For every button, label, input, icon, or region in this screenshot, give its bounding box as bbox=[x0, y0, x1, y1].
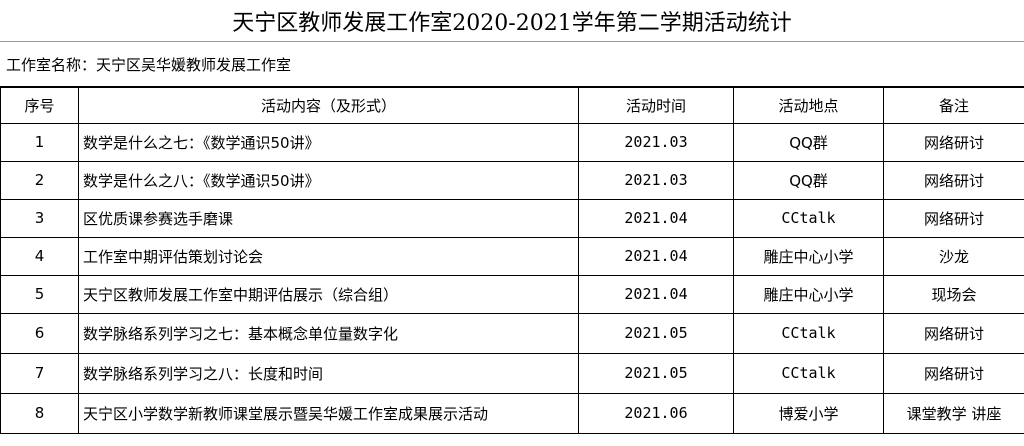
cell-time: 2021.03 bbox=[578, 122, 734, 162]
cell-place: 博爱小学 bbox=[733, 392, 884, 434]
page-title: 天宁区教师发展工作室2020-2021学年第二学期活动统计 bbox=[0, 0, 1024, 42]
cell-no: 8 bbox=[0, 392, 79, 434]
cell-content: 数学是什么之八：《数学通识50讲》 bbox=[78, 160, 579, 200]
cell-no: 3 bbox=[0, 198, 79, 238]
header-place: 活动地点 bbox=[733, 86, 884, 124]
cell-content: 数学脉络系列学习之八：长度和时间 bbox=[78, 352, 579, 394]
cell-place: CCtalk bbox=[733, 198, 884, 238]
cell-place: QQ群 bbox=[733, 160, 884, 200]
cell-note: 网络研讨 bbox=[883, 160, 1024, 200]
table-row: 2 数学是什么之八：《数学通识50讲》 2021.03 QQ群 网络研讨 bbox=[0, 160, 1024, 200]
cell-content: 天宁区小学数学新教师课堂展示暨吴华媛工作室成果展示活动 bbox=[78, 392, 579, 434]
table-row: 1 数学是什么之七：《数学通识50讲》 2021.03 QQ群 网络研讨 bbox=[0, 122, 1024, 162]
header-no: 序号 bbox=[0, 86, 79, 124]
cell-note: 网络研讨 bbox=[883, 122, 1024, 162]
header-time: 活动时间 bbox=[578, 86, 734, 124]
studio-name: 工作室名称：天宁区吴华媛教师发展工作室 bbox=[6, 55, 292, 74]
cell-place: 雕庄中心小学 bbox=[733, 274, 884, 314]
cell-no: 2 bbox=[0, 160, 79, 200]
cell-note: 网络研讨 bbox=[883, 352, 1024, 394]
table-row: 5 天宁区教师发展工作室中期评估展示（综合组） 2021.04 雕庄中心小学 现… bbox=[0, 274, 1024, 314]
table-row: 6 数学脉络系列学习之七：基本概念单位量数字化 2021.05 CCtalk 网… bbox=[0, 312, 1024, 354]
cell-place: 雕庄中心小学 bbox=[733, 236, 884, 276]
table-row: 3 区优质课参赛选手磨课 2021.04 CCtalk 网络研讨 bbox=[0, 198, 1024, 238]
cell-note: 沙龙 bbox=[883, 236, 1024, 276]
cell-time: 2021.04 bbox=[578, 236, 734, 276]
table-row: 4 工作室中期评估策划讨论会 2021.04 雕庄中心小学 沙龙 bbox=[0, 236, 1024, 276]
cell-content: 工作室中期评估策划讨论会 bbox=[78, 236, 579, 276]
cell-time: 2021.04 bbox=[578, 274, 734, 314]
cell-time: 2021.04 bbox=[578, 198, 734, 238]
activity-table: 序号 活动内容（及形式） 活动时间 活动地点 备注 1 数学是什么之七：《数学通… bbox=[0, 86, 1024, 434]
cell-no: 6 bbox=[0, 312, 79, 354]
cell-note: 网络研讨 bbox=[883, 198, 1024, 238]
cell-place: CCtalk bbox=[733, 312, 884, 354]
cell-no: 5 bbox=[0, 274, 79, 314]
cell-time: 2021.06 bbox=[578, 392, 734, 434]
cell-content: 区优质课参赛选手磨课 bbox=[78, 198, 579, 238]
cell-no: 7 bbox=[0, 352, 79, 394]
header-note: 备注 bbox=[883, 86, 1024, 124]
cell-content: 数学脉络系列学习之七：基本概念单位量数字化 bbox=[78, 312, 579, 354]
cell-time: 2021.05 bbox=[578, 352, 734, 394]
cell-place: CCtalk bbox=[733, 352, 884, 394]
cell-content: 天宁区教师发展工作室中期评估展示（综合组） bbox=[78, 274, 579, 314]
cell-note: 网络研讨 bbox=[883, 312, 1024, 354]
table-row: 7 数学脉络系列学习之八：长度和时间 2021.05 CCtalk 网络研讨 bbox=[0, 352, 1024, 394]
cell-content: 数学是什么之七：《数学通识50讲》 bbox=[78, 122, 579, 162]
cell-no: 4 bbox=[0, 236, 79, 276]
cell-no: 1 bbox=[0, 122, 79, 162]
cell-note: 现场会 bbox=[883, 274, 1024, 314]
cell-place: QQ群 bbox=[733, 122, 884, 162]
cell-time: 2021.05 bbox=[578, 312, 734, 354]
header-content: 活动内容（及形式） bbox=[78, 86, 579, 124]
cell-time: 2021.03 bbox=[578, 160, 734, 200]
table-header-row: 序号 活动内容（及形式） 活动时间 活动地点 备注 bbox=[0, 86, 1024, 124]
table-row: 8 天宁区小学数学新教师课堂展示暨吴华媛工作室成果展示活动 2021.06 博爱… bbox=[0, 392, 1024, 434]
cell-note: 课堂教学 讲座 bbox=[883, 392, 1024, 434]
